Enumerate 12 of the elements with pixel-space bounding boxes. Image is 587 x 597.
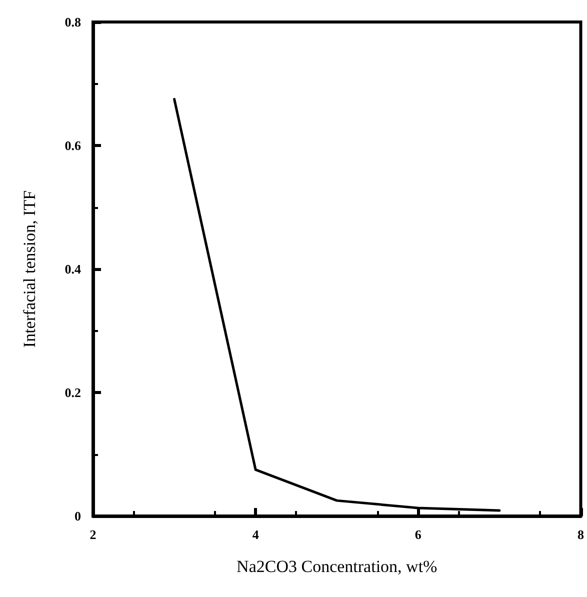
x-tick-label: 8 — [578, 527, 584, 542]
x-tick-label: 4 — [252, 527, 260, 542]
x-tick-label: 6 — [414, 527, 422, 542]
y-tick-label: 0.4 — [64, 262, 82, 276]
y-axis-title: Interfacial tension, ITF — [20, 190, 39, 348]
y-tick-label: 0 — [74, 508, 81, 524]
y-tick-label: 0.8 — [64, 14, 82, 30]
y-tick-label: 0.2 — [64, 385, 81, 400]
y-tick-label: 0.6 — [64, 138, 82, 153]
x-tick-label: 2 — [90, 527, 96, 542]
x-axis-title: Na2CO3 Concentration, wt% — [236, 557, 438, 576]
line-series — [173, 98, 501, 512]
